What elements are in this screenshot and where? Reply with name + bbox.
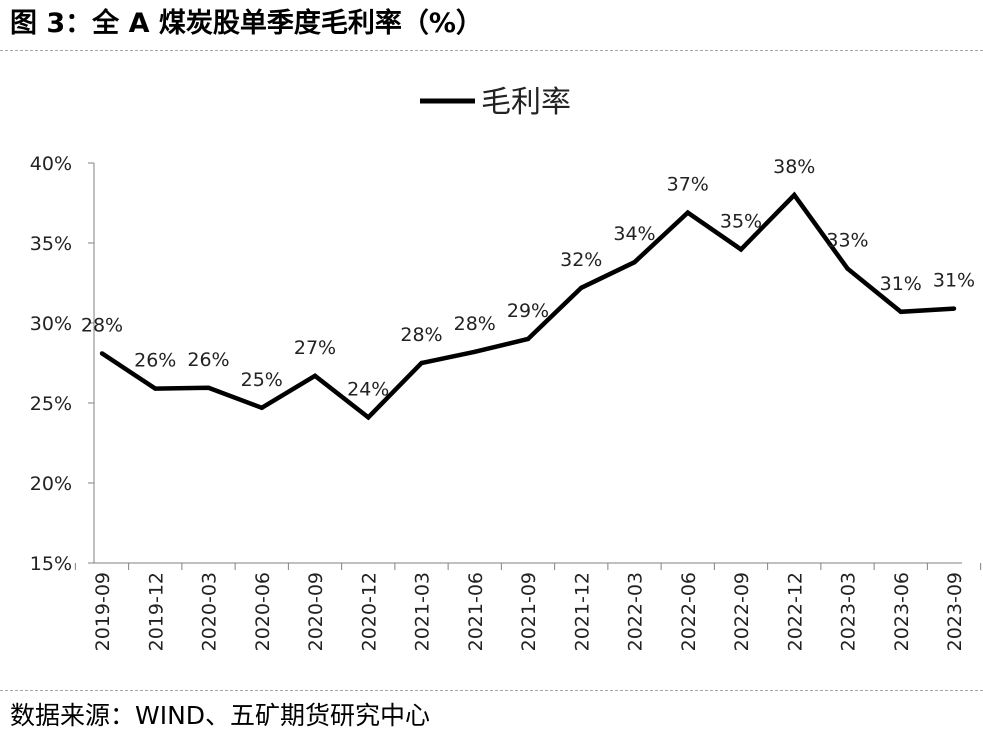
x-tick-label: 2022-09: [731, 572, 753, 651]
data-point: [738, 247, 744, 252]
data-label: 27%: [294, 337, 336, 359]
y-tick-label: 25%: [30, 393, 72, 415]
data-label: 26%: [187, 349, 229, 371]
x-tick-label: 2021-03: [412, 572, 434, 651]
data-label: 25%: [241, 369, 283, 391]
x-tick-label: 2020-03: [199, 572, 221, 651]
data-label: 24%: [347, 378, 389, 400]
data-label: 34%: [613, 223, 655, 245]
data-point: [153, 386, 158, 391]
data-label: 28%: [454, 313, 496, 335]
x-tick-label: 2022-06: [678, 572, 700, 651]
data-label: 38%: [773, 156, 815, 178]
data-labels: 28% 26% 26% 25% 27% 24% 28% 28% 29% 32% 34% 37% 35% 3…: [81, 156, 975, 400]
y-tick-label: 35%: [30, 233, 72, 255]
data-label: 31%: [880, 273, 922, 295]
y-tick-label: 30%: [30, 313, 72, 335]
title-divider: [0, 50, 983, 51]
source-note: 数据来源：WIND、五矿期货研究中心: [10, 701, 431, 730]
footer-divider: [0, 690, 983, 691]
x-axis: 2019-09 2019-12 2020-03 2020-06 2020-09 2020-…: [74, 562, 982, 651]
data-point: [259, 405, 264, 410]
data-label: 28%: [400, 324, 442, 346]
data-label: 31%: [933, 270, 975, 292]
x-tick-label: 2020-09: [305, 572, 327, 651]
data-point: [99, 351, 105, 356]
x-tick-label: 2021-09: [518, 572, 540, 651]
x-tick-label: 2023-06: [891, 572, 913, 651]
y-tick-label: 15%: [30, 553, 72, 575]
data-label: 37%: [667, 174, 709, 196]
data-point: [312, 373, 318, 378]
legend-label: 毛利率: [481, 85, 571, 120]
y-tick-label: 20%: [30, 473, 72, 495]
data-point: [898, 309, 903, 314]
series-group: [99, 191, 957, 421]
data-label: 35%: [720, 210, 762, 232]
data-point: [845, 266, 850, 271]
x-tick-label: 2019-09: [92, 572, 114, 651]
data-label: 29%: [507, 300, 549, 322]
y-tick-label: 40%: [30, 153, 72, 175]
x-tick-label: 2023-03: [838, 572, 860, 651]
y-axis: 15% 20% 25% 30% 35% 40%: [30, 153, 95, 575]
x-tick-label: 2020-12: [358, 572, 380, 651]
data-label: 28%: [81, 314, 123, 336]
data-point: [632, 260, 637, 265]
data-label: 33%: [826, 230, 868, 252]
data-label: 26%: [134, 350, 176, 372]
data-point: [206, 385, 211, 390]
data-point: [951, 306, 957, 311]
legend: 毛利率: [420, 85, 571, 120]
x-tick-label: 2022-12: [784, 572, 806, 651]
data-point: [419, 360, 424, 366]
data-point: [685, 210, 690, 215]
figure-title: 图 3：全 A 煤炭股单季度毛利率（%）: [10, 8, 483, 39]
x-tick-label: 2021-06: [465, 572, 487, 651]
data-point: [525, 336, 531, 342]
x-tick-label: 2021-12: [571, 572, 593, 651]
x-tick-label: 2020-06: [252, 572, 274, 651]
x-tick-label: 2023-09: [944, 572, 966, 651]
x-tick-label: 2022-03: [625, 572, 647, 651]
data-point: [579, 285, 584, 290]
data-label: 32%: [560, 249, 602, 271]
data-point: [366, 415, 371, 420]
x-tick-label: 2019-12: [145, 572, 167, 651]
data-point: [792, 192, 797, 198]
data-point: [472, 349, 477, 354]
